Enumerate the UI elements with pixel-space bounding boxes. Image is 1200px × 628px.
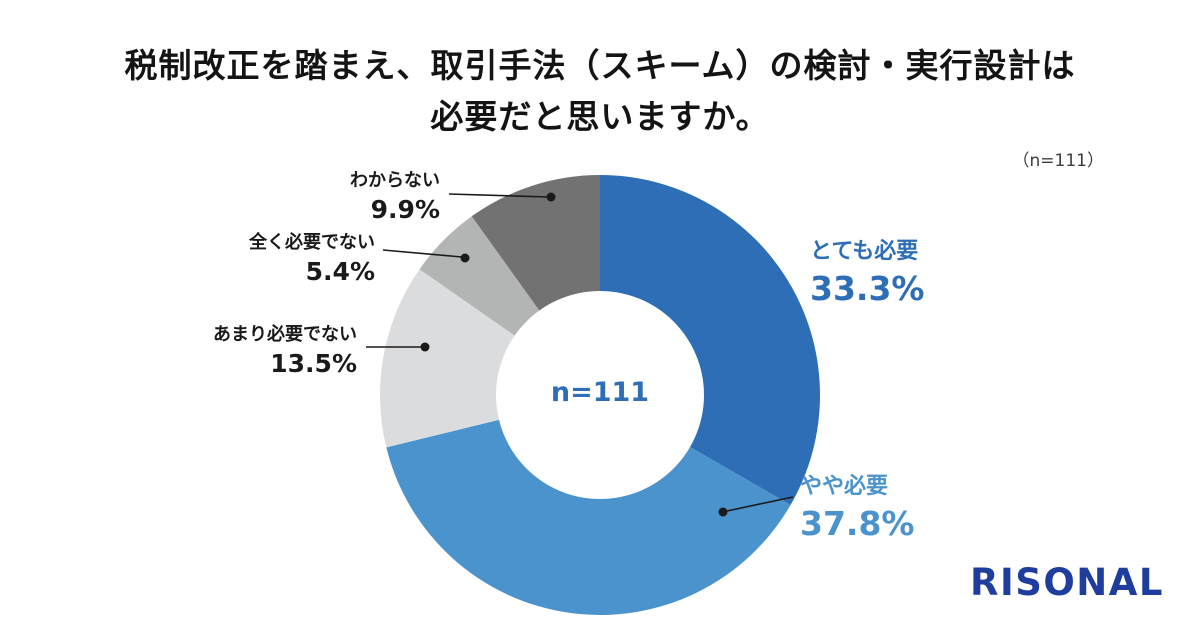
segment-label-yaya-name: やや必要 [800, 474, 889, 499]
brand-logo: RISONAL [969, 561, 1164, 604]
segment-label-yaya-percent: 37.8% [800, 503, 915, 543]
segment-label-amari-percent: 13.5% [270, 349, 357, 379]
donut-segment-2 [386, 395, 791, 616]
segment-label-wakaranai-percent: 9.9% [370, 195, 440, 225]
leader-line-wakaranai [448, 193, 550, 198]
sample-size-note: （n=111） [1012, 151, 1104, 171]
leader-dot-amari [420, 342, 430, 352]
segment-label-mattaku-name: 全く必要でない [249, 232, 375, 253]
chart-title: 税制改正を踏まえ、取引手法（スキーム）の検討・実行設計は 必要だと思いますか。 [0, 40, 1200, 142]
segment-label-mattaku: 全く必要でない 5.4% [175, 230, 375, 289]
segment-label-mattaku-percent: 5.4% [305, 257, 375, 287]
leader-line-mattaku [382, 249, 463, 258]
segment-label-yaya: やや必要 37.8% [800, 471, 1080, 546]
leader-dot-wakaranai [546, 192, 556, 202]
chart-title-line1: 税制改正を踏まえ、取引手法（スキーム）の検討・実行設計は [124, 46, 1076, 85]
segment-label-wakaranai: わからない 9.9% [240, 168, 440, 227]
donut-hole [496, 291, 704, 499]
segment-label-amari: あまり必要でない 13.5% [157, 322, 357, 381]
segment-label-wakaranai-name: わからない [350, 170, 440, 191]
segment-label-amari-name: あまり必要でない [213, 324, 357, 345]
donut-center-label: n=111 [550, 377, 650, 408]
leader-line-yaya [726, 496, 794, 512]
segment-label-totemo: とても必要 33.3% [810, 236, 1090, 311]
chart-title-line2: 必要だと思いますか。 [430, 97, 770, 137]
leader-dot-yaya [718, 507, 728, 517]
segment-label-totemo-name: とても必要 [810, 239, 919, 264]
leader-dot-mattaku [460, 253, 470, 263]
segment-label-totemo-percent: 33.3% [810, 268, 925, 308]
